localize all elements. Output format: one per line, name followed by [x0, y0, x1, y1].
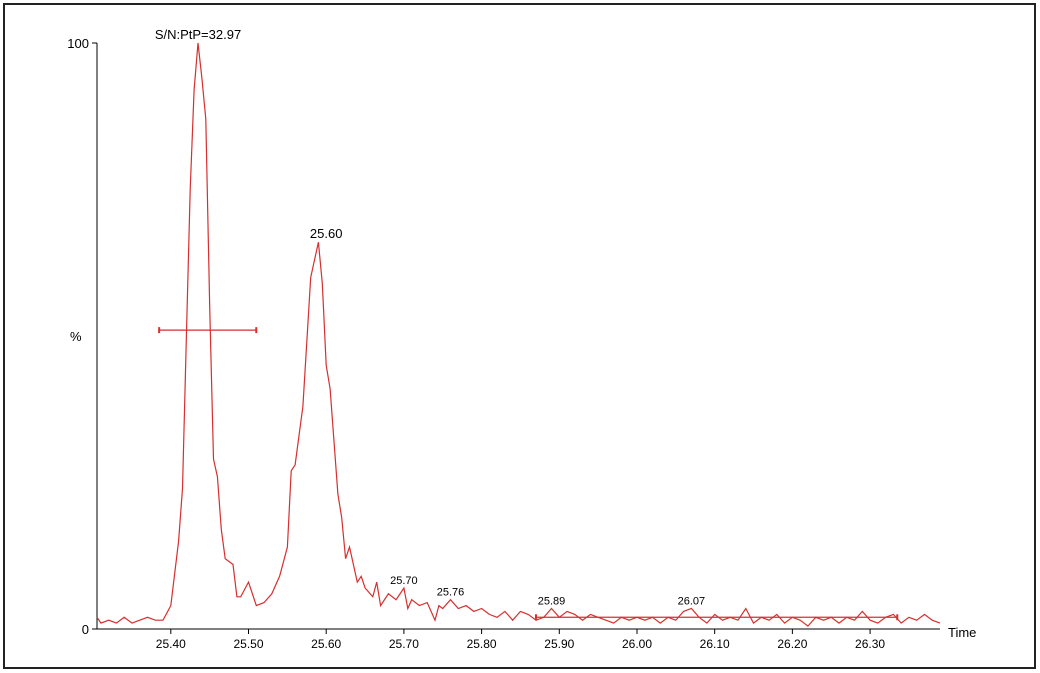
x-tick-label: 26.00 — [622, 637, 652, 651]
peak-label: 25.76 — [437, 587, 465, 599]
x-tick-label: 25.70 — [389, 637, 419, 651]
trace — [96, 42, 941, 627]
peak-label: 26.07 — [678, 595, 706, 607]
x-tick-label: 25.90 — [544, 637, 574, 651]
x-tick-label: 26.30 — [855, 637, 885, 651]
y-axis-label: % — [70, 329, 82, 344]
y-tick-label: 100 — [67, 36, 89, 51]
x-tick-label: 25.80 — [467, 637, 497, 651]
x-tick-label: 25.60 — [311, 637, 341, 651]
x-axis-label: Time — [948, 625, 976, 640]
frame — [3, 3, 1036, 669]
x-tick-label: 26.10 — [700, 637, 730, 651]
x-tick-label: 25.50 — [233, 637, 263, 651]
x-tick-label: 26.20 — [777, 637, 807, 651]
peak-label: 25.60 — [310, 226, 343, 241]
y-tick-label: 0 — [82, 622, 89, 637]
peak-label: 25.89 — [538, 595, 566, 607]
peak-label: S/N:PtP=32.97 — [155, 27, 241, 42]
x-tick-label: 25.40 — [156, 637, 186, 651]
peak-label: 25.70 — [390, 575, 418, 587]
